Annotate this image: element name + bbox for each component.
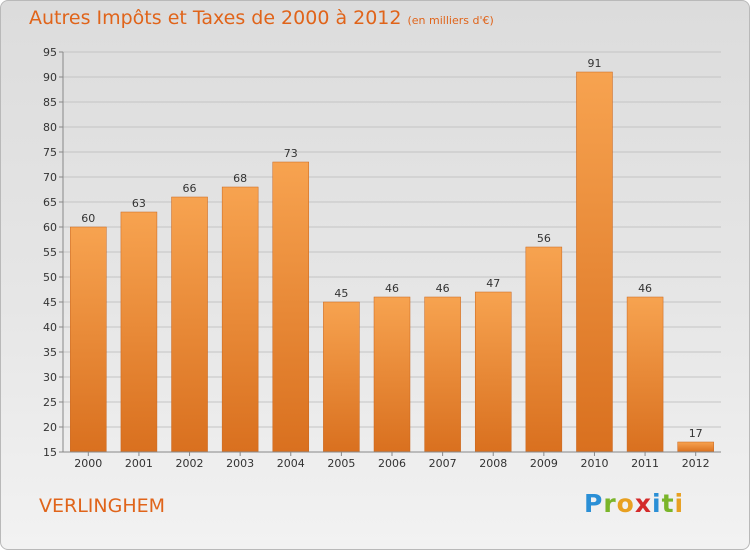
y-tick-label: 90 (43, 71, 57, 84)
bar-value-label: 68 (233, 172, 247, 185)
chart-title: Autres Impôts et Taxes de 2000 à 2012 (en… (29, 7, 494, 29)
bar (525, 246, 563, 453)
y-tick-label: 85 (43, 96, 57, 109)
title-text: Autres Impôts et Taxes de 2000 à 2012 (29, 7, 402, 29)
x-tick-label: 2007 (429, 457, 457, 470)
x-tick-label: 2000 (74, 457, 102, 470)
x-tick-label: 2010 (580, 457, 608, 470)
y-tick-label: 80 (43, 121, 57, 134)
x-tick-label: 2005 (327, 457, 355, 470)
bar (474, 291, 512, 453)
x-tick-label: 2008 (479, 457, 507, 470)
bar (323, 301, 360, 453)
bar (424, 296, 461, 453)
logo-letter: x (634, 489, 652, 518)
bar-value-label: 56 (537, 232, 551, 245)
y-tick-label: 95 (43, 46, 57, 59)
bars: 60 63 66 68 73 45 46 46 47 56 91 46 17 (70, 57, 714, 453)
x-tick-label: 2003 (226, 457, 254, 470)
y-tick-label: 70 (43, 171, 57, 184)
logo-letter: o (616, 489, 635, 518)
bar (677, 441, 714, 453)
bar-value-label: 91 (587, 57, 601, 70)
y-tick-label: 75 (43, 146, 57, 159)
logo-letter: t (661, 489, 675, 518)
logo-letter: i (652, 489, 662, 518)
x-tick-label: 2006 (378, 457, 406, 470)
proxiti-logo[interactable]: Proxiti (584, 489, 684, 518)
bar-value-label: 17 (689, 427, 703, 440)
logo-letter: i (674, 489, 685, 518)
logo-letter: r (603, 489, 617, 518)
y-tick-label: 65 (43, 196, 57, 209)
bar-value-label: 46 (436, 282, 450, 295)
y-tick-label: 60 (43, 221, 57, 234)
x-tick-label: 2009 (530, 457, 558, 470)
x-tick-label: 2004 (277, 457, 305, 470)
bar (171, 196, 208, 453)
y-tick-label: 20 (43, 421, 57, 434)
bar-value-label: 60 (81, 212, 95, 225)
y-tick-label: 40 (43, 321, 57, 334)
logo-letter: P (584, 489, 604, 518)
x-tick-label: 2001 (125, 457, 153, 470)
bar (373, 296, 411, 453)
bar (70, 226, 107, 453)
x-tick-label: 2002 (176, 457, 204, 470)
x-tick-label: 2011 (631, 457, 659, 470)
bar (120, 211, 158, 453)
y-tick-label: 25 (43, 396, 57, 409)
bar (626, 296, 664, 453)
y-tick-label: 15 (43, 446, 57, 459)
y-tick-label: 35 (43, 346, 57, 359)
bar-value-label: 46 (385, 282, 399, 295)
x-tick-label: 2012 (682, 457, 710, 470)
bar (221, 186, 259, 453)
y-axis: 15 20 25 30 35 40 45 50 55 60 65 70 75 80 85 90 95 (43, 46, 64, 459)
y-tick-label: 45 (43, 296, 57, 309)
bar-value-label: 46 (638, 282, 652, 295)
y-tick-label: 30 (43, 371, 57, 384)
y-tick-label: 50 (43, 271, 57, 284)
bar-value-label: 73 (284, 147, 298, 160)
commune-name: VERLINGHEM (39, 495, 166, 517)
y-tick-label: 55 (43, 246, 57, 259)
bar (576, 71, 613, 453)
bar-value-label: 66 (183, 182, 197, 195)
bar (272, 161, 310, 453)
bar-value-label: 45 (334, 287, 348, 300)
chart-subtitle: (en milliers d'€) (407, 14, 494, 27)
bar-value-label: 63 (132, 197, 146, 210)
bar-value-label: 47 (486, 277, 500, 290)
x-axis: 2000 2001 2002 2003 2004 2005 2006 2007 2008 2009… (63, 451, 721, 470)
